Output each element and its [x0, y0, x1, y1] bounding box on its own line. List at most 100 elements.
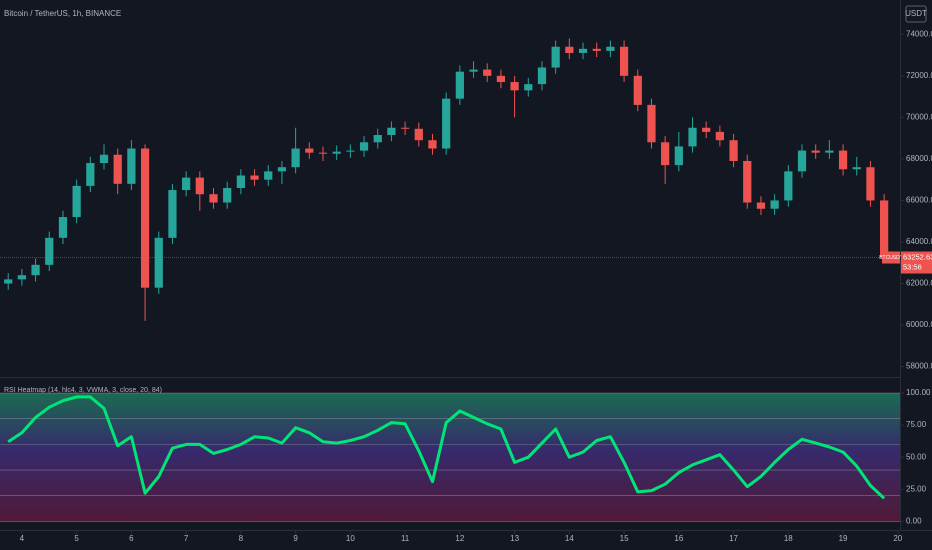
- unit-box[interactable]: [905, 5, 927, 23]
- candle-body: [305, 148, 314, 153]
- y-tick-label: 74000.00: [906, 29, 932, 38]
- x-tick-label: 15: [620, 534, 629, 543]
- y-tick-label: 100.00: [906, 388, 931, 397]
- x-tick-label: 8: [239, 534, 244, 543]
- candle-body: [332, 151, 341, 154]
- y-tick-label: 25.00: [906, 484, 927, 493]
- x-tick-label: 20: [893, 534, 902, 543]
- symbol-tag: [882, 251, 900, 264]
- candle-body: [578, 48, 588, 53]
- candle-body: [277, 167, 287, 172]
- candle-body: [866, 167, 875, 201]
- countdown: 53:56: [903, 262, 922, 271]
- candle-body: [715, 131, 724, 141]
- candle-body: [811, 150, 820, 153]
- rsi-line: [7, 395, 886, 500]
- candle-body: [838, 150, 848, 170]
- candle-body: [236, 175, 245, 188]
- candle-body: [17, 275, 27, 280]
- candle-body: [729, 140, 738, 161]
- candle-body: [72, 185, 81, 218]
- candle-body: [4, 279, 13, 284]
- y-tick-label: 66000.00: [906, 196, 932, 205]
- candle-body: [318, 152, 328, 154]
- candle-body: [592, 48, 601, 51]
- candle-body: [496, 75, 506, 83]
- y-tick-label: 50.00: [906, 452, 927, 461]
- pane-divider: [0, 377, 900, 378]
- x-tick-label: 10: [346, 534, 355, 543]
- candle-body: [373, 135, 382, 143]
- chart-title: Bitcoin / TetherUS, 1h, BINANCE: [4, 9, 121, 18]
- candle-body: [209, 194, 218, 203]
- candle-body: [633, 75, 642, 105]
- x-tick-label: 9: [293, 534, 298, 543]
- candle-body: [524, 84, 533, 91]
- candle-body: [442, 98, 451, 149]
- x-tick-label: 6: [129, 534, 134, 543]
- symbol-label: BTCUSDT: [879, 255, 903, 261]
- candle-body: [510, 82, 519, 91]
- candle-body: [551, 46, 560, 68]
- candle-body: [770, 200, 779, 209]
- x-tick-label: 4: [20, 534, 25, 543]
- y-tick-label: 64000.00: [906, 237, 932, 246]
- y-tick-label: 70000.00: [906, 112, 932, 121]
- candle-body: [113, 154, 122, 184]
- candle-body: [127, 148, 136, 184]
- x-tick-label: 16: [674, 534, 683, 543]
- candle-body: [852, 167, 861, 170]
- y-tick-label: 58000.00: [906, 362, 932, 371]
- x-tick-label: 5: [74, 534, 79, 543]
- rsi-band: [0, 393, 900, 522]
- candle-body: [537, 67, 547, 85]
- candle-body: [291, 148, 300, 168]
- candle-body: [661, 142, 670, 166]
- y-tick-label: 60000.00: [906, 320, 932, 329]
- y-tick-label: 0.00: [906, 517, 922, 526]
- candle-body: [99, 154, 109, 164]
- candle-body: [797, 150, 807, 172]
- axis-divider: [900, 0, 901, 530]
- candle-body: [674, 146, 683, 166]
- candle-body: [401, 127, 410, 129]
- candle-body: [223, 187, 232, 203]
- candle-body: [469, 69, 478, 72]
- candle-body: [31, 264, 40, 276]
- candle-body: [250, 175, 259, 180]
- x-tick-label: 7: [184, 534, 189, 543]
- candle-body: [45, 237, 54, 265]
- candle-body: [428, 140, 437, 149]
- y-tick-label: 75.00: [906, 420, 927, 429]
- candle-body: [195, 177, 204, 195]
- candle-body: [565, 46, 574, 53]
- candle-body: [743, 160, 752, 203]
- candle-body: [58, 217, 68, 238]
- candle-body: [880, 200, 889, 258]
- candle-body: [688, 127, 697, 147]
- candle-body: [140, 148, 150, 288]
- candle-body: [154, 237, 163, 288]
- x-tick-label: 13: [510, 534, 519, 543]
- y-tick-label: 72000.00: [906, 71, 932, 80]
- x-tick-label: 17: [729, 534, 738, 543]
- candle-body: [168, 190, 177, 238]
- candle-body: [647, 104, 656, 143]
- price-tag: [901, 251, 932, 274]
- candle-body: [606, 46, 615, 51]
- candle-body: [483, 69, 492, 76]
- x-tick-label: 14: [565, 534, 574, 543]
- candle-body: [86, 163, 95, 186]
- x-tick-label: 12: [455, 534, 464, 543]
- candle-body: [359, 142, 369, 151]
- candle-body: [414, 128, 423, 141]
- candle-body: [619, 46, 629, 76]
- candle-body: [455, 71, 464, 99]
- x-tick-label: 18: [784, 534, 793, 543]
- candle-body: [702, 127, 711, 132]
- unit: USDT: [905, 9, 927, 18]
- axis-divider: [0, 530, 932, 531]
- candle-body: [756, 202, 766, 209]
